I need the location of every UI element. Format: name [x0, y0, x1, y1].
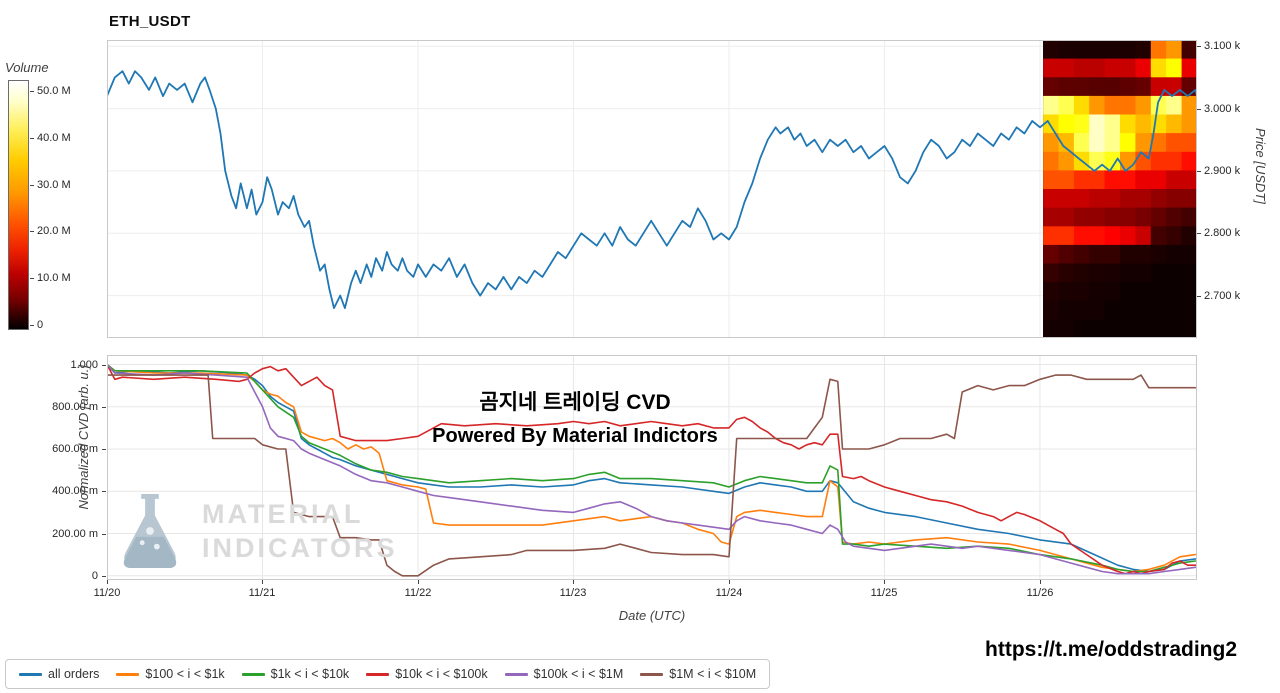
volume-colorbar-gradient — [8, 80, 29, 330]
price-tick-mark — [1197, 171, 1201, 172]
cvd-tick-label: 0 — [91, 570, 98, 582]
cvd-tick-label: 600.00 m — [52, 443, 98, 455]
overlay-title: 곰지네 트레이딩 CVD — [479, 391, 671, 414]
price-axis-label: Price [USDT] — [1253, 128, 1268, 204]
overlay-subtitle: Powered By Material Indictors — [432, 425, 718, 447]
legend-label: $1k < i < $10k — [270, 667, 350, 681]
cvd-chart-plot — [107, 355, 1197, 580]
legend-item-5: $1M < i < $10M — [640, 667, 756, 681]
price-chart-plot — [107, 40, 1197, 338]
colorbar-tick-label: 10.0 M — [37, 272, 71, 284]
legend-line-swatch — [504, 672, 528, 676]
colorbar-tick-mark — [30, 278, 34, 279]
legend-line-swatch — [241, 672, 265, 676]
cvd-tick-label: 200.00 m — [52, 528, 98, 540]
legend-label: $100k < i < $1M — [533, 667, 624, 681]
date-tick-label: 11/22 — [404, 587, 432, 599]
colorbar-tick-mark — [30, 91, 34, 92]
legend-label: $10k < i < $100k — [395, 667, 488, 681]
date-tick-mark — [418, 580, 419, 584]
date-tick-label: 11/23 — [559, 587, 587, 599]
date-tick-mark — [729, 580, 730, 584]
date-axis-label: Date (UTC) — [618, 608, 686, 623]
watermark: MATERIAL INDICATORS — [112, 490, 398, 574]
colorbar-tick-label: 0 — [37, 319, 44, 331]
legend-label: $100 < i < $1k — [145, 667, 225, 681]
colorbar-tick-mark — [30, 325, 34, 326]
price-tick-label: 2.900 k — [1204, 165, 1241, 177]
price-tick-label: 3.100 k — [1204, 40, 1241, 52]
price-tick-mark — [1197, 233, 1201, 234]
colorbar-tick-mark — [30, 231, 34, 232]
watermark-line1: MATERIAL — [202, 499, 364, 529]
price-tick-label: 3.000 k — [1204, 103, 1241, 115]
legend-label: all orders — [48, 667, 100, 681]
price-tick-mark — [1197, 296, 1201, 297]
date-tick-label: 11/26 — [1026, 587, 1054, 599]
colorbar-tick-label: 20.0 M — [37, 225, 71, 237]
chart-title: ETH_USDT — [109, 13, 191, 30]
cvd-tick-label: 400.00 m — [52, 485, 98, 497]
date-tick-mark — [884, 580, 885, 584]
date-tick-mark — [1040, 580, 1041, 584]
cvd-tick-label: 1.000 — [70, 359, 98, 371]
cvd-tick-mark — [102, 576, 106, 577]
legend-item-3: $10k < i < $100k — [366, 667, 488, 681]
cvd-tick-mark — [102, 365, 106, 366]
colorbar-tick-mark — [30, 138, 34, 139]
legend-item-4: $100k < i < $1M — [504, 667, 624, 681]
legend-item-2: $1k < i < $10k — [241, 667, 350, 681]
legend-item-0: all orders — [19, 667, 99, 681]
telegram-url[interactable]: https://t.me/oddstrading2 — [985, 638, 1237, 661]
price-tick-label: 2.800 k — [1204, 227, 1241, 239]
flask-icon — [123, 494, 177, 569]
price-tick-label: 2.700 k — [1204, 290, 1241, 302]
cvd-tick-mark — [102, 449, 106, 450]
date-tick-label: 11/25 — [870, 587, 898, 599]
legend-line-swatch — [366, 672, 390, 676]
date-tick-label: 11/24 — [715, 587, 743, 599]
date-tick-mark — [573, 580, 574, 584]
cvd-tick-mark — [102, 491, 106, 492]
date-tick-label: 11/21 — [248, 587, 276, 599]
colorbar-tick-label: 40.0 M — [37, 132, 71, 144]
legend: all orders $100 < i < $1k $1k < i < $10k $1… — [5, 659, 771, 689]
overlay-caption: 곰지네 트레이딩 CVD Powered By Material Indicto… — [275, 386, 875, 448]
legend-item-1: $100 < i < $1k — [116, 667, 225, 681]
legend-line-swatch — [640, 672, 664, 676]
colorbar-label: Volume — [5, 60, 49, 75]
cvd-tick-label: 800.00 m — [52, 401, 98, 413]
colorbar-tick-mark — [30, 185, 34, 186]
cvd-tick-mark — [102, 407, 106, 408]
date-tick-mark — [107, 580, 108, 584]
legend-label: $1M < i < $10M — [669, 667, 757, 681]
price-tick-mark — [1197, 109, 1201, 110]
colorbar-tick-label: 30.0 M — [37, 179, 71, 191]
date-tick-label: 11/20 — [93, 587, 121, 599]
cvd-tick-mark — [102, 534, 106, 535]
colorbar-tick-label: 50.0 M — [37, 85, 71, 97]
watermark-line2: INDICATORS — [202, 532, 398, 563]
legend-line-swatch — [19, 672, 42, 676]
date-tick-mark — [262, 580, 263, 584]
cvd-axis-label: Normalized CVD [arb. u.] — [76, 365, 91, 510]
watermark-text: MATERIAL INDICATORS — [202, 498, 398, 566]
legend-line-swatch — [116, 672, 140, 676]
price-tick-mark — [1197, 46, 1201, 47]
